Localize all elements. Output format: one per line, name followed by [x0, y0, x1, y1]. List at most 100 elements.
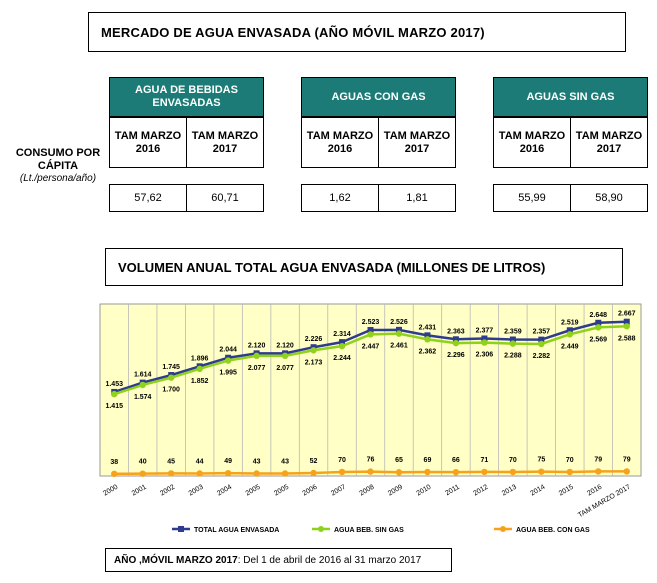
point-sin-gas: [623, 323, 630, 330]
col-header-2016: TAM MARZO 2016: [493, 117, 571, 168]
footer-bold: AÑO ,MÓVIL MARZO 2017: [114, 554, 238, 566]
point-sin-gas: [452, 339, 460, 347]
data-label-total: 2.667: [618, 311, 636, 318]
value-bebidas-2016: 57,62: [109, 184, 187, 212]
legend-label-sin-gas: AGUA BEB. SIN GAS: [334, 527, 404, 534]
x-tick-label: 2013: [501, 484, 518, 498]
data-label-total: 2.226: [305, 336, 323, 343]
data-label-con-gas: 66: [452, 457, 460, 464]
data-label-sin-gas: 2.362: [419, 348, 437, 355]
data-label-total: 2.359: [504, 329, 522, 336]
x-tick-label: 2004: [216, 484, 233, 498]
x-tick-label: 2005: [245, 484, 262, 498]
data-label-total: 2.377: [476, 327, 494, 334]
data-label-con-gas: 38: [110, 459, 118, 466]
point-sin-gas: [481, 339, 488, 346]
data-label-total: 1.745: [162, 364, 180, 371]
point-sin-gas: [424, 336, 431, 343]
point-sin-gas: [367, 331, 374, 338]
data-label-sin-gas: 1.415: [105, 403, 123, 410]
point-sin-gas: [281, 352, 289, 360]
data-label-con-gas: 65: [395, 457, 403, 464]
col-header-2017: TAM MARZO 2017: [378, 117, 456, 168]
group-header-con-gas: AGUAS CON GAS: [301, 77, 456, 117]
data-label-total: 1.896: [191, 355, 209, 362]
data-label-sin-gas: 2.461: [390, 343, 408, 350]
col-header-2017: TAM MARZO 2017: [186, 117, 264, 168]
data-label-con-gas: 70: [566, 457, 574, 464]
data-label-sin-gas: 1.852: [191, 378, 209, 385]
x-tick-label: 2005: [273, 484, 290, 498]
data-label-con-gas: 69: [424, 457, 432, 464]
value-con-gas-2016: 1,62: [301, 184, 379, 212]
data-label-total: 2.431: [419, 324, 437, 331]
point-con-gas: [424, 468, 431, 476]
point-sin-gas: [167, 374, 175, 381]
data-label-sin-gas: 2.588: [618, 335, 636, 342]
point-con-gas: [509, 468, 517, 476]
point-con-gas: [139, 470, 146, 477]
point-sin-gas: [566, 331, 574, 338]
chart-title: VOLUMEN ANUAL TOTAL AGUA ENVASADA (MILLO…: [105, 248, 623, 286]
data-label-sin-gas: 2.077: [248, 365, 266, 372]
value-sin-gas-2017: 58,90: [570, 184, 648, 212]
point-con-gas: [111, 470, 118, 478]
data-label-con-gas: 43: [281, 459, 289, 466]
data-label-total: 2.519: [561, 319, 579, 326]
data-label-con-gas: 43: [253, 459, 261, 466]
point-sin-gas: [395, 330, 403, 337]
group-header-bebidas: AGUA DE BEBIDAS ENVASADAS: [109, 77, 264, 117]
x-tick-label: TAM MARZO 2017: [577, 484, 632, 520]
col-header-2016: TAM MARZO 2016: [301, 117, 379, 168]
point-con-gas: [253, 470, 260, 477]
x-tick-label: 2006: [302, 484, 319, 498]
legend-marker-total: [178, 526, 184, 532]
point-con-gas: [310, 469, 317, 477]
x-tick-label: 2012: [472, 484, 489, 498]
legend-marker-con-gas: [500, 526, 506, 532]
data-label-total: 1.453: [105, 381, 123, 388]
data-label-sin-gas: 2.288: [504, 353, 522, 360]
x-tick-label: 2007: [330, 484, 347, 498]
x-tick-label: 2009: [387, 484, 404, 498]
point-con-gas: [538, 468, 545, 475]
point-con-gas: [367, 468, 374, 475]
data-label-con-gas: 70: [338, 457, 346, 464]
point-sin-gas: [338, 342, 346, 350]
col-header-2017: TAM MARZO 2017: [570, 117, 648, 168]
point-total: [339, 339, 346, 346]
data-label-con-gas: 52: [310, 458, 318, 465]
data-label-con-gas: 70: [509, 457, 517, 464]
point-sin-gas: [139, 381, 146, 389]
data-label-sin-gas: 2.306: [476, 352, 494, 359]
footer-text: : Del 1 de abril de 2016 al 31 marzo 201…: [237, 554, 422, 566]
point-con-gas: [566, 468, 574, 476]
point-con-gas: [196, 470, 203, 477]
x-tick-label: 2010: [415, 484, 432, 498]
legend-label-total: TOTAL AGUA ENVASADA: [194, 527, 279, 534]
data-label-con-gas: 79: [623, 456, 631, 463]
x-tick-label: 2002: [159, 484, 176, 498]
data-label-sin-gas: 2.449: [561, 343, 579, 350]
data-label-sin-gas: 2.296: [447, 352, 465, 359]
point-con-gas: [623, 468, 630, 475]
col-header-2016: TAM MARZO 2016: [109, 117, 187, 168]
value-con-gas-2017: 1,81: [378, 184, 456, 212]
data-label-total: 2.363: [447, 328, 465, 335]
data-label-total: 2.357: [533, 329, 551, 336]
point-total: [509, 336, 516, 343]
volume-line-chart: 2000 2001 2002 2003 2004 2005 2005 2006 2007 2008…: [99, 303, 642, 534]
point-total: [424, 332, 431, 339]
data-label-sin-gas: 2.447: [362, 343, 380, 350]
data-label-total: 2.044: [219, 347, 237, 354]
data-label-sin-gas: 2.173: [305, 359, 323, 366]
data-label-total: 1.614: [134, 372, 152, 379]
data-label-sin-gas: 2.282: [533, 353, 551, 360]
x-tick-label: 2011: [444, 484, 461, 498]
data-label-con-gas: 45: [167, 458, 175, 465]
point-sin-gas: [538, 340, 545, 348]
data-label-total: 2.526: [390, 319, 408, 326]
point-con-gas: [338, 468, 346, 476]
data-label-sin-gas: 2.569: [590, 336, 608, 343]
data-label-con-gas: 75: [537, 457, 545, 464]
